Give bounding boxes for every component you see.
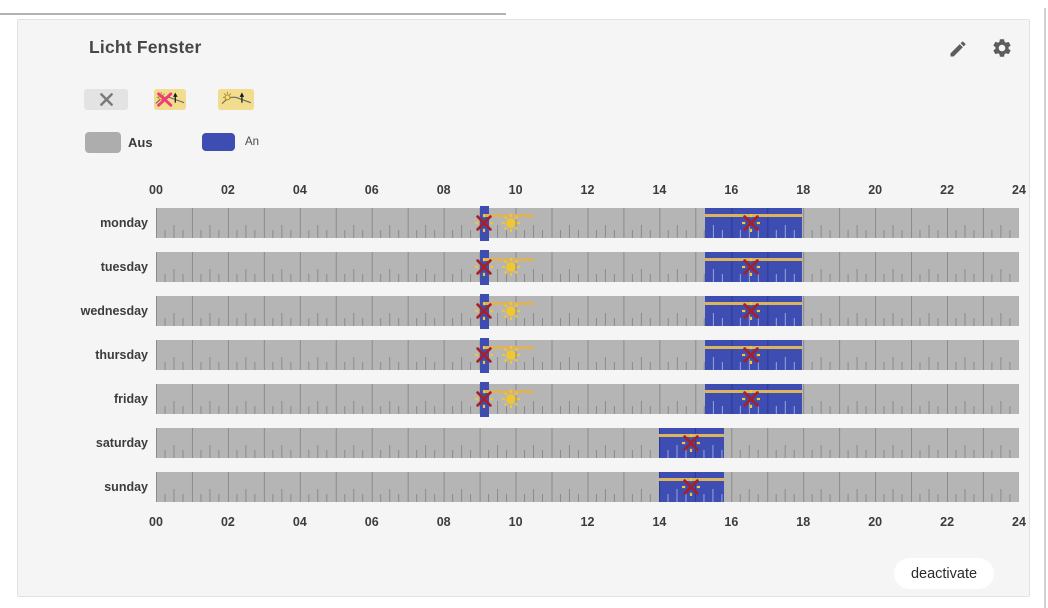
axis-tick-label: 14 (652, 515, 667, 529)
panel-edge-divider (1044, 8, 1046, 608)
astro-range-line (704, 390, 803, 393)
day-label-sunday: sunday (104, 480, 148, 494)
schedule-bar-friday[interactable] (156, 382, 1019, 417)
day-label-wednesday: wednesday (80, 304, 148, 318)
axis-tick-label: 02 (220, 515, 235, 529)
axis-tick-label: 10 (508, 515, 523, 529)
astro-range-line (704, 346, 803, 349)
sun-crossed-icon[interactable] (682, 434, 701, 452)
axis-tick-label: 18 (796, 515, 811, 529)
sun-icon[interactable] (501, 302, 520, 320)
sun-crossed-icon[interactable] (742, 302, 761, 320)
axis-tick-label: 14 (652, 183, 667, 197)
sun-crossed-icon[interactable] (682, 478, 701, 496)
sun-horizon-icon (220, 91, 253, 109)
sun-horizon-crossed-icon (155, 91, 185, 109)
sun-crossed-icon[interactable] (474, 390, 493, 408)
axis-tick-label: 12 (580, 515, 595, 529)
timeline: 00 02 04 06 08 10 12 14 16 18 20 22 24 00 02 04 06 08 10 12… (18, 20, 1029, 596)
axis-tick-label: 04 (292, 515, 307, 529)
axis-tick-label: 02 (220, 183, 235, 197)
on-segment[interactable] (704, 252, 803, 282)
page-title: Licht Fenster (89, 37, 202, 57)
legend: Aus An (18, 132, 1029, 154)
pencil-icon (948, 39, 968, 59)
sun-crossed-icon[interactable] (742, 214, 761, 232)
astro-range-line (483, 258, 534, 261)
sun-crossed-icon[interactable] (742, 346, 761, 364)
day-label-saturday: saturday (95, 436, 148, 450)
axis-tick-label: 22 (940, 515, 955, 529)
schedule-bar-tuesday[interactable] (156, 250, 1019, 285)
day-label-monday: monday (100, 216, 148, 230)
schedule-bar-wednesday[interactable] (156, 294, 1019, 329)
legend-label-an: An (245, 136, 260, 148)
on-segment[interactable] (704, 340, 803, 370)
schedule-bar-monday[interactable] (156, 206, 1019, 241)
astro-range-line (483, 302, 534, 305)
schedule-bar-sunday[interactable] (156, 472, 1019, 502)
astro-crossed-button[interactable] (154, 89, 186, 110)
sun-crossed-icon[interactable] (474, 302, 493, 320)
sun-crossed-icon[interactable] (474, 214, 493, 232)
astro-range-line (704, 302, 803, 305)
axis-tick-label: 08 (436, 183, 451, 197)
sun-crossed-icon[interactable] (474, 346, 493, 364)
sun-icon[interactable] (501, 346, 520, 364)
legend-swatch-aus[interactable] (85, 132, 121, 153)
day-label-tuesday: tuesday (100, 260, 148, 274)
axis-tick-label: 00 (149, 515, 163, 529)
axis-tick-label: 08 (436, 515, 451, 529)
astro-button[interactable] (218, 89, 254, 110)
edit-button[interactable] (944, 35, 972, 63)
axis-tick-label: 16 (724, 183, 739, 197)
axis-tick-label: 00 (149, 183, 163, 197)
astro-range-line (483, 214, 534, 217)
astro-range-line (704, 214, 803, 217)
axis-tick-label: 22 (940, 183, 955, 197)
on-segment[interactable] (704, 296, 803, 326)
schedule-bar-thursday[interactable] (156, 338, 1019, 373)
sun-crossed-icon[interactable] (474, 258, 493, 276)
sun-crossed-icon[interactable] (742, 390, 761, 408)
astro-range-line (483, 390, 534, 393)
astro-range-line (483, 346, 534, 349)
axis-tick-label: 10 (508, 183, 523, 197)
axis-tick-label: 06 (364, 515, 379, 529)
axis-tick-label: 24 (1012, 183, 1026, 197)
axis-tick-label: 12 (580, 183, 595, 197)
top-divider-line (0, 13, 506, 15)
deactivate-button[interactable]: deactivate (894, 558, 994, 589)
clear-state-button[interactable] (84, 89, 128, 110)
settings-button[interactable] (988, 34, 1016, 62)
axis-tick-label: 06 (364, 183, 379, 197)
axis-tick-label: 20 (868, 183, 883, 197)
sun-icon[interactable] (501, 214, 520, 232)
legend-swatch-an[interactable] (202, 133, 235, 151)
gear-icon (991, 37, 1013, 59)
axis-tick-label: 18 (796, 183, 811, 197)
axis-tick-label: 16 (724, 515, 739, 529)
sun-icon[interactable] (501, 258, 520, 276)
day-label-friday: friday (113, 392, 148, 406)
x-icon (99, 92, 114, 107)
sun-icon[interactable] (501, 390, 520, 408)
axis-tick-label: 20 (868, 515, 883, 529)
axis-tick-label: 04 (292, 183, 307, 197)
axis-tick-label: 24 (1012, 515, 1026, 529)
sun-crossed-icon[interactable] (742, 258, 761, 276)
astro-range-line (704, 258, 803, 261)
on-segment[interactable] (704, 384, 803, 414)
schedule-bar-saturday[interactable] (156, 428, 1019, 458)
day-label-thursday: thursday (95, 348, 148, 362)
legend-label-aus: Aus (128, 135, 153, 150)
on-segment[interactable] (704, 208, 803, 238)
schedule-card: Licht Fenster (17, 19, 1030, 597)
